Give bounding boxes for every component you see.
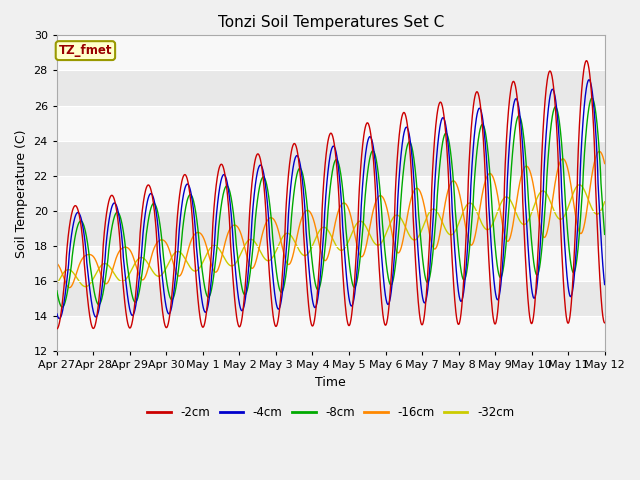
-32cm	[118, 278, 125, 284]
Line: -8cm: -8cm	[57, 98, 605, 307]
-4cm	[286, 196, 294, 202]
-16cm	[286, 261, 294, 267]
Text: TZ_fmet: TZ_fmet	[59, 44, 112, 57]
-32cm	[96, 264, 104, 270]
Line: -32cm: -32cm	[57, 185, 605, 287]
-16cm	[601, 161, 609, 167]
-32cm	[307, 246, 315, 252]
-4cm	[53, 311, 61, 317]
-32cm	[601, 199, 609, 205]
-32cm	[53, 281, 61, 287]
-32cm	[297, 250, 305, 256]
-8cm	[307, 246, 315, 252]
-2cm	[601, 320, 609, 325]
-2cm	[118, 264, 125, 269]
-8cm	[601, 231, 609, 237]
X-axis label: Time: Time	[316, 376, 346, 389]
-2cm	[95, 294, 103, 300]
-4cm	[297, 166, 305, 172]
-2cm	[582, 58, 590, 63]
-2cm	[53, 326, 61, 332]
-8cm	[297, 166, 305, 172]
Bar	[57, 246, 605, 281]
Bar	[57, 36, 605, 71]
-2cm	[307, 317, 314, 323]
-16cm	[596, 148, 604, 154]
Y-axis label: Soil Temperature (C): Soil Temperature (C)	[15, 129, 28, 258]
Bar	[57, 281, 605, 316]
Line: -4cm: -4cm	[57, 80, 605, 319]
-4cm	[307, 285, 315, 290]
-2cm	[297, 176, 305, 181]
-4cm	[118, 235, 125, 240]
-16cm	[307, 210, 315, 216]
-4cm	[585, 77, 593, 83]
-8cm	[365, 160, 372, 166]
-8cm	[96, 301, 104, 307]
Legend: -2cm, -4cm, -8cm, -16cm, -32cm: -2cm, -4cm, -8cm, -16cm, -32cm	[143, 401, 519, 424]
Title: Tonzi Soil Temperatures Set C: Tonzi Soil Temperatures Set C	[218, 15, 444, 30]
-8cm	[118, 220, 125, 226]
-16cm	[53, 260, 61, 266]
-32cm	[365, 230, 372, 236]
Line: -2cm: -2cm	[57, 60, 605, 329]
-4cm	[601, 282, 609, 288]
-2cm	[285, 164, 293, 170]
-16cm	[118, 246, 125, 252]
Bar	[57, 141, 605, 176]
-8cm	[286, 238, 294, 244]
-16cm	[66, 285, 74, 290]
-8cm	[58, 304, 66, 310]
-16cm	[365, 229, 372, 235]
-4cm	[56, 316, 63, 322]
-32cm	[575, 182, 583, 188]
-2cm	[365, 121, 372, 127]
-16cm	[297, 217, 305, 223]
-8cm	[53, 288, 61, 294]
-32cm	[286, 231, 294, 237]
-16cm	[96, 268, 104, 274]
Bar	[57, 71, 605, 106]
-8cm	[588, 95, 596, 101]
-32cm	[82, 284, 90, 289]
-4cm	[365, 135, 372, 141]
Bar	[57, 211, 605, 246]
Bar	[57, 176, 605, 211]
Bar	[57, 106, 605, 141]
Bar	[57, 316, 605, 351]
Line: -16cm: -16cm	[57, 151, 605, 288]
-4cm	[96, 303, 104, 309]
